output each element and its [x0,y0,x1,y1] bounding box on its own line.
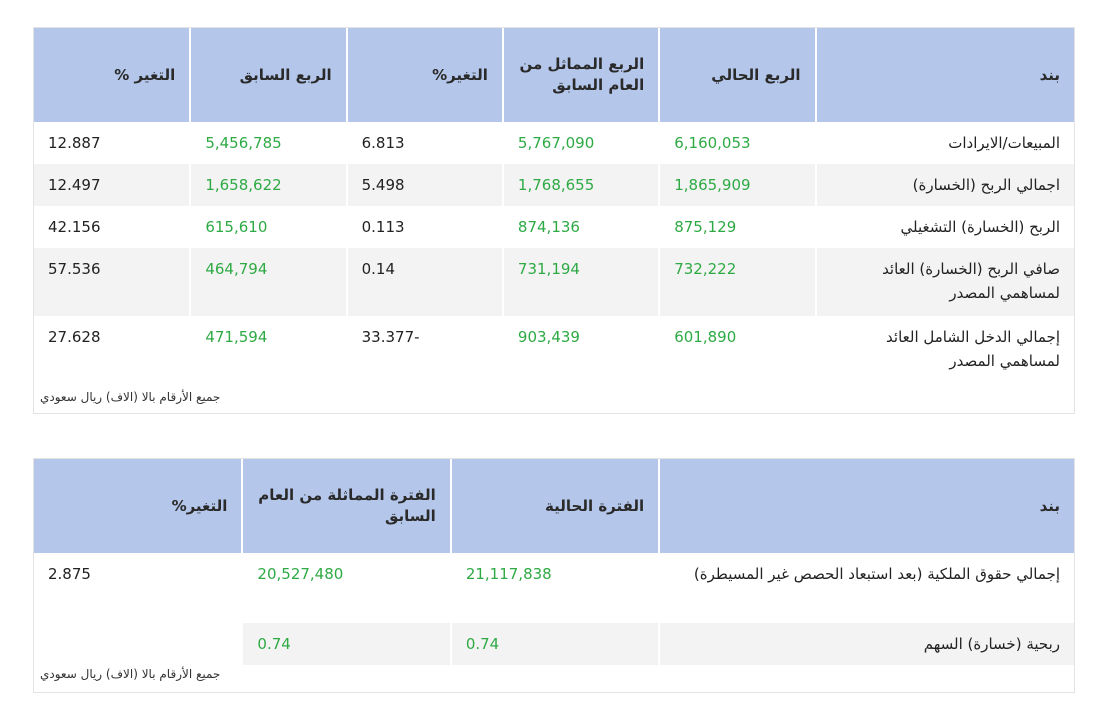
row-label: المبيعات/الايرادات [814,122,1074,164]
cell-previous: 5,456,785 [189,122,347,164]
cell-change-yoy: 33.377- [345,316,503,384]
cell-change-yoy: 0.14 [345,248,503,316]
cell-previous: 471,594 [189,316,347,384]
cell-change-yoy: 5.498 [345,164,503,206]
header-item: بند [658,459,1074,553]
cell-current: 875,129 [658,206,816,248]
cell-change-qoq: 57.536 [34,248,191,316]
cell-same-last-year: 731,194 [501,248,660,316]
cell-same-last-year: 1,768,655 [501,164,660,206]
cell-current: 21,117,838 [449,553,660,623]
row-label: الربح (الخسارة) التشغيلي [814,206,1074,248]
cell-change: 2.875 [48,565,91,583]
table-row: المبيعات/الايرادات 6,160,053 5,767,090 6… [34,122,1074,164]
row-label: إجمالي حقوق الملكية (بعد استبعاد الحصص غ… [658,553,1074,623]
equity-eps-table: بند الفترة الحالية الفترة المماثلة من ال… [33,458,1075,693]
header-change-qoq: التغير % [34,28,191,122]
cell-current: 0.74 [449,623,660,665]
cell-same-last-year: 20,527,480 [241,553,451,623]
cell-current: 732,222 [658,248,816,316]
cell-previous: 1,658,622 [189,164,347,206]
cell-change-yoy: 0.113 [345,206,503,248]
header-current-quarter: الربع الحالي [658,28,816,122]
cell-same-last-year: 903,439 [501,316,660,384]
cell-current: 1,865,909 [658,164,816,206]
header-current-period: الفترة الحالية [449,459,660,553]
table-header-row: بند الربع الحالي الربع المماثل من العام … [34,28,1074,122]
table-row: الربح (الخسارة) التشغيلي 875,129 874,136… [34,206,1074,248]
row-label: اجمالي الربح (الخسارة) [814,164,1074,206]
table-row: إجمالي حقوق الملكية (بعد استبعاد الحصص غ… [34,553,1074,623]
cell-current: 601,890 [658,316,816,384]
cell-change [34,623,243,665]
cell-change-qoq: 12.497 [34,164,191,206]
cell-previous: 615,610 [189,206,347,248]
units-note: جميع الأرقام بالا (الاف) ريال سعودي [40,667,221,681]
table-row: ربحية (خسارة) السهم 0.74 0.74 [34,623,1074,665]
table-row: اجمالي الربح (الخسارة) 1,865,909 1,768,6… [34,164,1074,206]
header-same-period-last-year: الفترة المماثلة من العام السابق [241,459,451,553]
header-change-yoy: التغير% [345,28,503,122]
header-item: بند [814,28,1074,122]
row-label: إجمالي الدخل الشامل العائد لمساهمي المصد… [814,316,1074,384]
cell-change-qoq: 12.887 [48,134,101,152]
table-row: إجمالي الدخل الشامل العائد لمساهمي المصد… [34,316,1074,384]
cell-same-last-year: 0.74 [241,623,451,665]
header-same-quarter-last-year: الربع المماثل من العام السابق [501,28,660,122]
table-header-row: بند الفترة الحالية الفترة المماثلة من ال… [34,459,1074,553]
cell-change-qoq: 27.628 [48,328,101,346]
cell-same-last-year: 874,136 [501,206,660,248]
cell-change-yoy: 6.813 [345,122,503,164]
table-row: صافي الربح (الخسارة) العائد لمساهمي المص… [34,248,1074,316]
cell-change-qoq: 42.156 [48,218,101,236]
cell-same-last-year: 5,767,090 [501,122,660,164]
cell-current: 6,160,053 [658,122,816,164]
quarterly-results-table: بند الربع الحالي الربع المماثل من العام … [33,27,1075,414]
header-previous-quarter: الربع السابق [189,28,347,122]
units-note: جميع الأرقام بالا (الاف) ريال سعودي [40,390,221,404]
header-change: التغير% [34,459,243,553]
cell-previous: 464,794 [189,248,347,316]
row-label: صافي الربح (الخسارة) العائد لمساهمي المص… [814,248,1074,316]
row-label: ربحية (خسارة) السهم [658,623,1074,665]
